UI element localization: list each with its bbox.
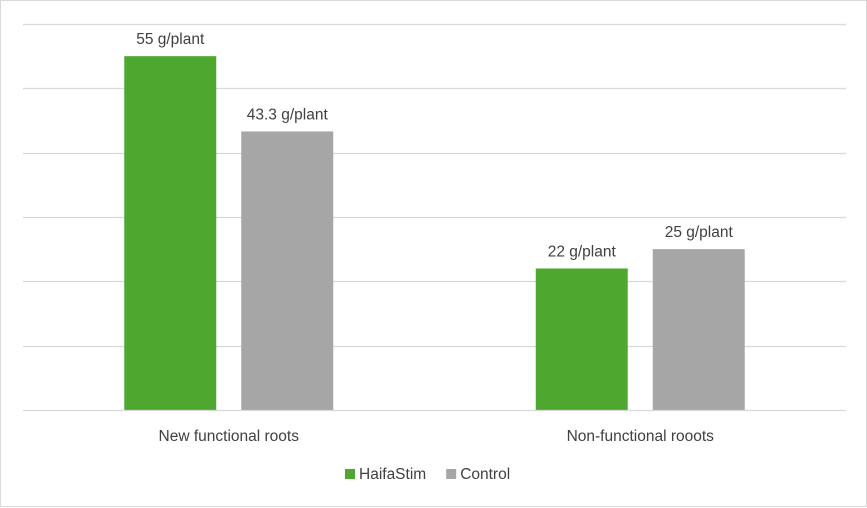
category-label: New functional roots [159,428,300,445]
data-label: 43.3 g/plant [247,106,329,123]
data-labels: 55 g/plant 43.3 g/plant 22 g/plant 25 g/pla… [136,31,733,260]
legend-label: Control [460,466,510,483]
data-label: 22 g/plant [548,243,617,260]
legend-swatch [446,469,457,479]
bar-haifastim-2 [535,268,628,410]
category-label: Non-functional rooots [567,428,715,445]
bars [124,56,745,411]
legend-swatch [345,469,355,479]
bar-control-1 [241,131,334,411]
category-labels: New functional roots Non-functional rooot… [159,428,715,445]
data-label: 25 g/plant [665,224,734,241]
bar-control-2 [652,249,745,410]
bar-haifastim-1 [124,56,217,411]
legend-label: HaifaStim [359,466,426,483]
legend: HaifaStim Control [345,466,510,483]
data-label: 55 g/plant [136,31,205,48]
